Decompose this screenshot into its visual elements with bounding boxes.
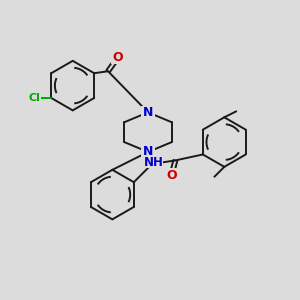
Text: O: O xyxy=(166,169,177,182)
Text: N: N xyxy=(143,106,153,119)
Text: Cl: Cl xyxy=(28,93,40,103)
Bar xyxy=(111,50,125,64)
Bar xyxy=(164,168,178,182)
Bar xyxy=(26,92,41,104)
Text: O: O xyxy=(112,51,123,64)
Bar xyxy=(141,146,155,158)
Bar xyxy=(145,156,163,168)
Text: N: N xyxy=(143,146,153,158)
Bar xyxy=(141,106,155,118)
Text: NH: NH xyxy=(144,156,164,169)
